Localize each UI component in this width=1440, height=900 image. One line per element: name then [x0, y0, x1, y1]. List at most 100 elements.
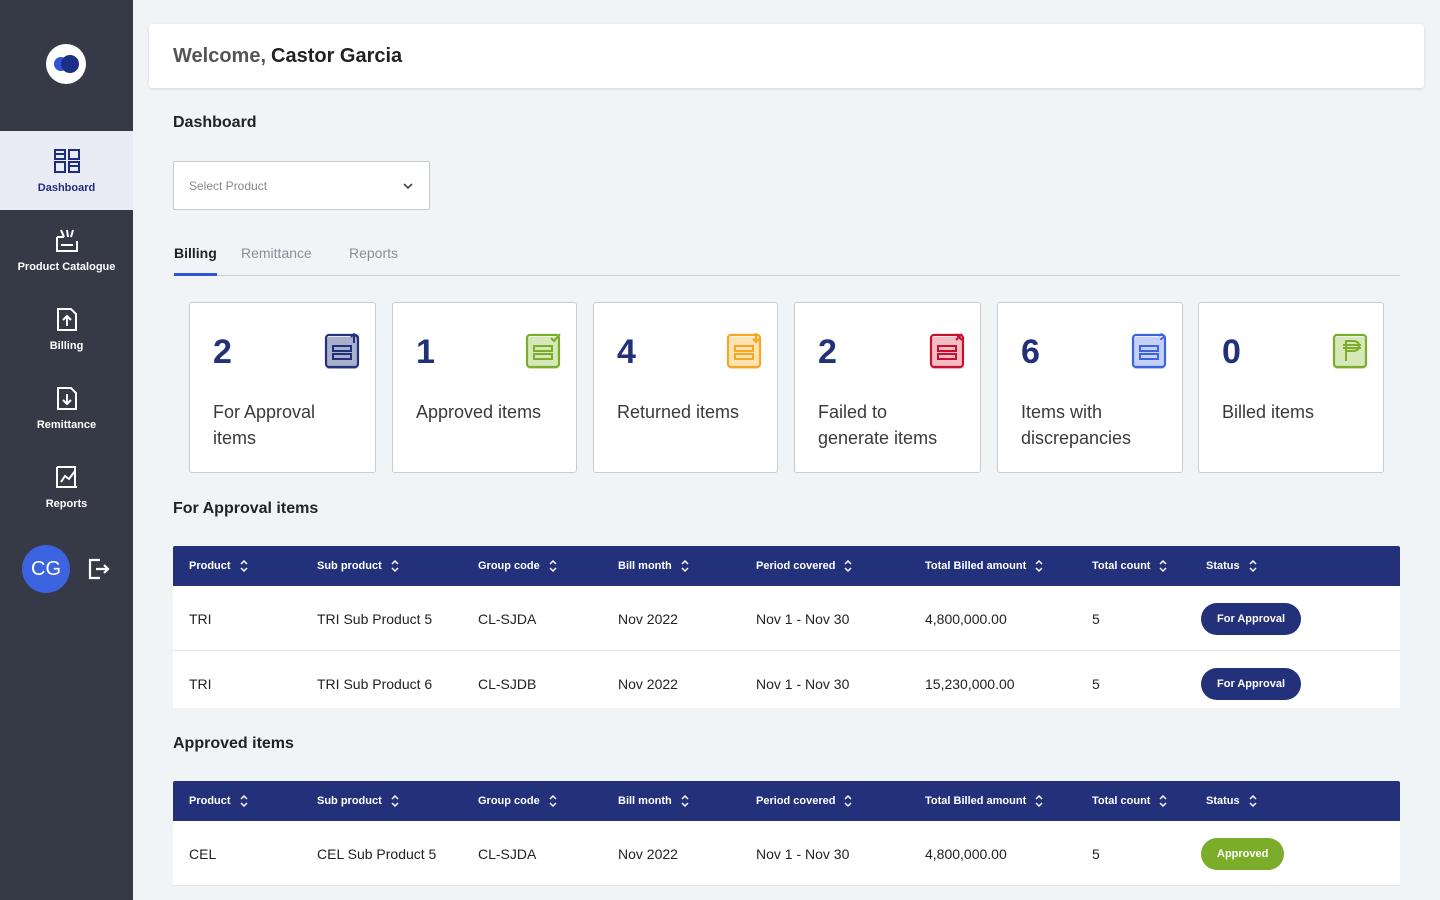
approved-table: Product Sub product Group code Bill mont… [173, 781, 1400, 886]
column-header-total-billed-amount[interactable]: Total Billed amount [925, 781, 1044, 821]
returned-icon [726, 333, 762, 369]
cell-total-count: 5 [1092, 845, 1100, 862]
column-header-status[interactable]: Status [1206, 781, 1258, 821]
for-approval-table: Product Sub product Group code Bill mont… [173, 546, 1400, 708]
card-label: Returned items [617, 402, 740, 422]
tab-bar: Billing Remittance Reports [173, 243, 1400, 276]
cell-product: TRI [189, 675, 212, 692]
column-header-sub-product[interactable]: Sub product [317, 546, 400, 586]
sort-icon [1159, 559, 1167, 573]
sort-icon [240, 794, 248, 808]
product-select[interactable]: Select Product [173, 161, 430, 210]
card-value: 4 [617, 333, 636, 371]
cell-product: CEL [189, 845, 217, 862]
card-value: 1 [416, 333, 435, 371]
sidebar-item-remittance[interactable]: Remittance [0, 368, 133, 447]
sidebar-item-product-catalogue[interactable]: Product Catalogue [0, 210, 133, 289]
column-header-total-count[interactable]: Total count [1092, 546, 1168, 586]
welcome-text: Welcome, [173, 44, 266, 67]
sidebar-item-billing[interactable]: Billing [0, 289, 133, 368]
sort-icon [1159, 794, 1167, 808]
card-returned[interactable]: 4 Returned items [593, 302, 778, 473]
column-header-group-code[interactable]: Group code [478, 781, 558, 821]
column-header-total-billed-amount[interactable]: Total Billed amount [925, 546, 1044, 586]
card-approved[interactable]: 1 Approved items [392, 302, 577, 473]
cell-total-count: 5 [1092, 610, 1100, 627]
tab-reports[interactable]: Reports [349, 245, 399, 261]
approved-title: Approved items [173, 735, 294, 752]
sidebar-item-label: Product Catalogue [17, 260, 116, 273]
card-value: 2 [818, 333, 837, 371]
card-discrepancies[interactable]: 6 Items with discrepancies [997, 302, 1183, 473]
catalogue-icon [55, 229, 78, 252]
table-row[interactable]: TRI TRI Sub Product 5 CL-SJDA Nov 2022 N… [173, 586, 1400, 651]
sort-icon [240, 559, 248, 573]
column-header-period-covered[interactable]: Period covered [756, 781, 853, 821]
cell-group-code: CL-SJDA [478, 845, 537, 862]
card-value: 0 [1222, 333, 1241, 371]
status-badge: For Approval [1201, 602, 1302, 635]
for-approval-title: For Approval items [173, 500, 319, 517]
sort-icon [1249, 559, 1257, 573]
column-header-status[interactable]: Status [1206, 546, 1258, 586]
sort-icon [681, 794, 689, 808]
welcome-header: Welcome, Castor Garcia [149, 24, 1424, 88]
cell-group-code: CL-SJDB [478, 675, 537, 692]
sort-icon [391, 794, 399, 808]
column-header-period-covered[interactable]: Period covered [756, 546, 853, 586]
sidebar-item-reports[interactable]: Reports [0, 447, 133, 526]
tab-billing[interactable]: Billing [174, 243, 217, 276]
table-row[interactable]: CEL CEL Sub Product 5 CL-SJDA Nov 2022 N… [173, 821, 1400, 886]
card-billed[interactable]: 0 Billed items [1198, 302, 1384, 473]
card-value: 2 [213, 333, 232, 371]
table-header: Product Sub product Group code Bill mont… [173, 546, 1400, 586]
user-avatar[interactable]: CG [22, 545, 70, 593]
column-header-bill-month[interactable]: Bill month [618, 546, 690, 586]
column-header-bill-month[interactable]: Bill month [618, 781, 690, 821]
column-header-product[interactable]: Product [189, 781, 249, 821]
sidebar-item-label: Reports [45, 497, 88, 510]
sort-icon [1035, 794, 1043, 808]
card-failed[interactable]: 2 Failed to generate items [794, 302, 981, 473]
product-select-placeholder: Select Product [189, 178, 268, 193]
cell-total-billed-amount: 4,800,000.00 [925, 610, 1007, 627]
app-logo [46, 44, 86, 84]
reports-icon [55, 465, 77, 488]
page-title: Dashboard [173, 114, 257, 131]
column-header-sub-product[interactable]: Sub product [317, 781, 400, 821]
sidebar-item-label: Billing [49, 339, 84, 352]
chevron-down-icon [403, 183, 413, 190]
sidebar-item-label: Dashboard [37, 181, 96, 194]
card-label: For Approval items [213, 402, 316, 448]
cell-bill-month: Nov 2022 [618, 610, 678, 627]
sort-icon [681, 559, 689, 573]
sidebar-item-dashboard[interactable]: Dashboard [0, 131, 133, 210]
column-header-product[interactable]: Product [189, 546, 249, 586]
for-approval-icon [324, 333, 360, 369]
card-for-approval[interactable]: 2 For Approval items [189, 302, 376, 473]
remittance-icon [56, 386, 77, 410]
cell-period-covered: Nov 1 - Nov 30 [756, 610, 850, 627]
cell-sub-product: TRI Sub Product 5 [317, 610, 433, 627]
failed-icon [929, 333, 965, 369]
sort-icon [844, 559, 853, 573]
cell-product: TRI [189, 610, 212, 627]
column-header-total-count[interactable]: Total count [1092, 781, 1168, 821]
table-row[interactable]: TRI TRI Sub Product 6 CL-SJDB Nov 2022 N… [173, 651, 1400, 708]
card-label: Items with discrepancies [1021, 402, 1132, 448]
column-header-group-code[interactable]: Group code [478, 546, 558, 586]
card-label: Failed to generate items [818, 402, 938, 448]
cell-sub-product: CEL Sub Product 5 [317, 845, 437, 862]
card-label: Billed items [1222, 402, 1315, 422]
logout-icon[interactable] [86, 556, 110, 582]
tab-remittance[interactable]: Remittance [241, 245, 312, 261]
cell-bill-month: Nov 2022 [618, 675, 678, 692]
cell-sub-product: TRI Sub Product 6 [317, 675, 433, 692]
sidebar: Dashboard Product Catalogue Billing Remi… [0, 0, 133, 900]
billing-icon [56, 307, 77, 331]
sidebar-item-label: Remittance [36, 418, 97, 431]
cell-group-code: CL-SJDA [478, 610, 537, 627]
cell-total-count: 5 [1092, 675, 1100, 692]
status-badge: Approved [1201, 837, 1285, 870]
discrepancy-icon [1131, 333, 1167, 369]
